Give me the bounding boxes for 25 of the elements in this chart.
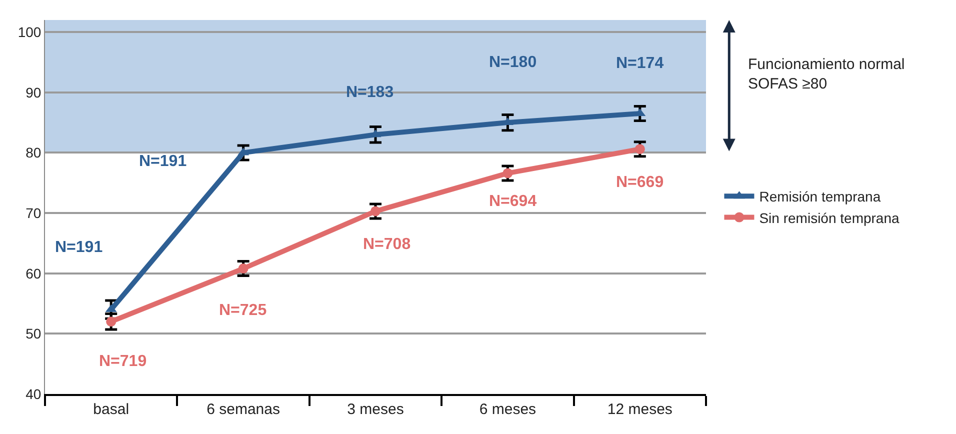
annotation: N=719 bbox=[99, 353, 147, 370]
annotation: N=191 bbox=[139, 153, 187, 170]
y-tick-label: 60 bbox=[26, 265, 42, 282]
x-tick-label: 6 meses bbox=[479, 401, 536, 418]
annotation: N=708 bbox=[363, 236, 411, 253]
y-tick-label: 90 bbox=[26, 84, 42, 100]
annotation: N=183 bbox=[346, 84, 394, 101]
x-tick-label: 6 semanas bbox=[206, 401, 280, 418]
annotation: N=191 bbox=[55, 239, 103, 256]
y-tick-label: 100 bbox=[18, 24, 42, 40]
annotation: N=174 bbox=[616, 55, 664, 72]
annotation: N=180 bbox=[489, 54, 537, 71]
legend-label: Remisión temprana bbox=[759, 188, 881, 205]
x-tick-label: basal bbox=[93, 401, 130, 418]
x-tick-label: 3 meses bbox=[347, 401, 404, 418]
annotation: N=694 bbox=[489, 193, 537, 210]
y-tick-label: 80 bbox=[26, 144, 42, 161]
x-tick-label: 12 meses bbox=[607, 401, 672, 418]
y-tick-label: 40 bbox=[26, 386, 42, 402]
y-tick-label: 50 bbox=[26, 326, 42, 342]
y-tick-label: 70 bbox=[26, 204, 42, 221]
annotation: N=669 bbox=[616, 174, 664, 191]
annotation: N=725 bbox=[219, 302, 267, 319]
legend-label: Sin remisión temprana bbox=[759, 210, 900, 226]
band-label: Funcionamiento normal SOFAS ≥80 bbox=[748, 56, 905, 92]
